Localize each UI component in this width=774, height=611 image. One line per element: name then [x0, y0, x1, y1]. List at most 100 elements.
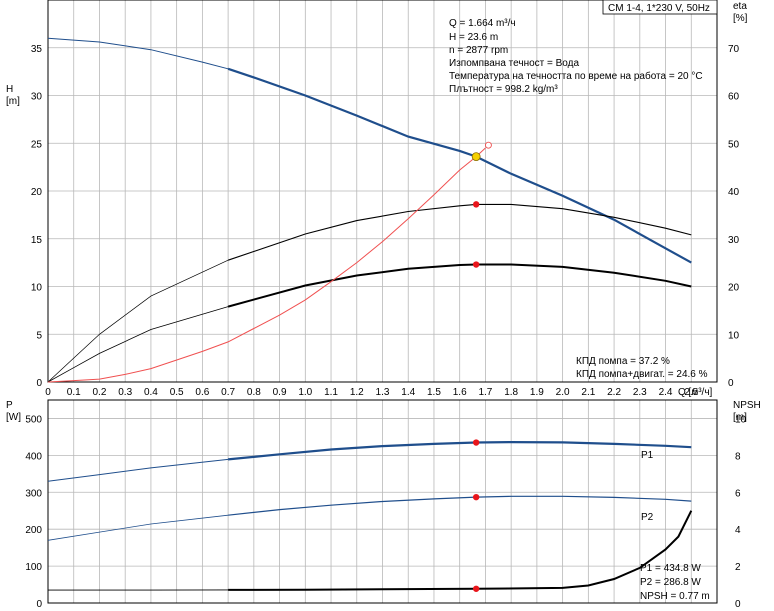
h-tick-label: 25: [31, 139, 43, 150]
info-head: H = 23.6 m: [449, 32, 498, 43]
p-tick-label: 200: [25, 525, 42, 536]
x-tick-label: 1.8: [504, 387, 518, 398]
x-tick-label: 1.4: [401, 387, 415, 398]
x-tick-label: 0.9: [273, 387, 287, 398]
top-chart-curves: [47, 37, 692, 383]
duty-point-red: [472, 261, 480, 268]
bottom-chart-frame: [47, 399, 718, 604]
npsh-tick-label: 6: [735, 488, 741, 499]
duty-points: [471, 141, 492, 592]
info-temperature: Температура на течността по време на раб…: [449, 70, 703, 82]
p-tick-label: 100: [25, 562, 42, 573]
x-tick-label: 2.4: [659, 387, 673, 398]
npsh-tick-label: 10: [735, 414, 747, 425]
x-tick-label: 1.7: [478, 387, 492, 398]
npsh-tick-label: 2: [735, 562, 741, 573]
x-tick-label: 0.1: [67, 387, 81, 398]
eta-tick-label: 40: [728, 187, 740, 198]
eta-total-curve-thin: [47, 306, 229, 383]
eta-tick-label: 20: [728, 283, 740, 294]
p1-value-label: P1 = 434.8 W: [640, 563, 701, 574]
x-tick-label: 1.1: [324, 387, 338, 398]
eta-tick-label: 70: [728, 44, 740, 55]
x-tick-label: 2.5: [684, 387, 698, 398]
npsh-axis-label: NPSH: [733, 400, 761, 411]
h-axis-unit: [m]: [6, 96, 20, 107]
x-tick-label: 2.0: [556, 387, 570, 398]
eta-axis-unit: [%]: [733, 13, 748, 24]
duty-point-red: [472, 201, 480, 208]
eta-tick-label: 0: [728, 378, 734, 389]
duty-point-red: [472, 493, 480, 501]
npsh-tick-label: 0: [735, 599, 741, 610]
h-tick-label: 30: [31, 92, 43, 103]
p2-series-label: P2: [641, 512, 654, 523]
npsh-tick-label: 8: [735, 451, 741, 462]
x-tick-label: 1.5: [427, 387, 441, 398]
eta-axis-label: eta: [733, 1, 747, 12]
x-tick-label: 0.2: [93, 387, 107, 398]
x-tick-label: 0.5: [170, 387, 184, 398]
duty-point-red: [472, 439, 480, 446]
x-tick-label: 1.2: [350, 387, 364, 398]
x-tick-label: 0.4: [144, 387, 158, 398]
q-axis-label: Q [м³/ч]: [678, 387, 713, 398]
eff-total-label: КПД помпа+двигат. = 24.6 %: [576, 369, 708, 380]
model-label: CM 1-4, 1*230 V, 50Hz: [608, 3, 710, 14]
npsh-curve: [228, 510, 693, 591]
p2-value-label: P2 = 286.8 W: [640, 577, 701, 588]
qh-curve: [227, 67, 692, 264]
h-axis-label: H: [6, 84, 13, 95]
x-tick-label: 0: [45, 387, 51, 398]
npsh-tick-label: 4: [735, 525, 741, 536]
h-tick-label: 35: [31, 44, 43, 55]
x-tick-label: 1.0: [298, 387, 312, 398]
info-density: Плътност = 998.2 kg/m³: [449, 84, 558, 95]
eta-tick-label: 60: [728, 92, 740, 103]
top-chart-ticks: 0 0.1 0.2 0.3 0.4 0.5 0.6 0.7 0.8 0.9 1.0 1.1 1.2 1.3…: [31, 44, 740, 398]
h-tick-label: 20: [31, 187, 43, 198]
p-tick-label: 400: [25, 451, 42, 462]
h-tick-label: 0: [36, 378, 42, 389]
eta-pump-curve-thin: [47, 259, 229, 383]
bottom-chart-curves: [47, 440, 693, 591]
info-liquid: Изпомпвана течност = Вода: [449, 58, 579, 69]
duty-point-red: [472, 585, 480, 592]
h-tick-label: 10: [31, 283, 43, 294]
info-flow: Q = 1.664 m³/ч: [449, 18, 516, 29]
p-tick-label: 0: [36, 599, 42, 610]
npsh-axis-unit: [m]: [733, 412, 747, 423]
top-chart-frame: [47, 0, 718, 383]
info-speed: n = 2877 rpm: [449, 45, 508, 56]
h-tick-label: 5: [36, 330, 42, 341]
p2-curve-thin: [47, 514, 229, 541]
duty-point-yellow: [471, 152, 481, 162]
x-tick-label: 2.3: [633, 387, 647, 398]
p-tick-label: 500: [25, 414, 42, 425]
qh-curve-thin: [47, 37, 229, 70]
p-axis-label: P: [6, 400, 13, 411]
eta-tick-label: 30: [728, 235, 740, 246]
eta-tick-label: 50: [728, 139, 740, 150]
x-tick-label: 1.6: [453, 387, 467, 398]
system-end-point: [484, 141, 492, 149]
x-tick-label: 0.7: [221, 387, 235, 398]
x-tick-label: 1.9: [530, 387, 544, 398]
p1-curve-thin: [47, 458, 229, 482]
p1-series-label: P1: [641, 450, 654, 461]
x-tick-label: 0.3: [118, 387, 132, 398]
x-tick-label: 1.3: [376, 387, 390, 398]
p-tick-label: 300: [25, 488, 42, 499]
x-tick-label: 2.1: [581, 387, 595, 398]
system-curve: [47, 147, 486, 383]
bottom-chart-ticks: 0 100 200 300 400 500 0 2 4 6 8 10: [25, 414, 746, 610]
eta-tick-label: 10: [728, 330, 740, 341]
x-tick-label: 0.8: [247, 387, 261, 398]
p-axis-unit: [W]: [6, 412, 21, 423]
eff-pump-label: КПД помпа = 37.2 %: [576, 356, 670, 367]
h-tick-label: 15: [31, 235, 43, 246]
x-tick-label: 2.2: [607, 387, 621, 398]
x-tick-label: 0.6: [195, 387, 209, 398]
model-label-box: [602, 0, 718, 15]
